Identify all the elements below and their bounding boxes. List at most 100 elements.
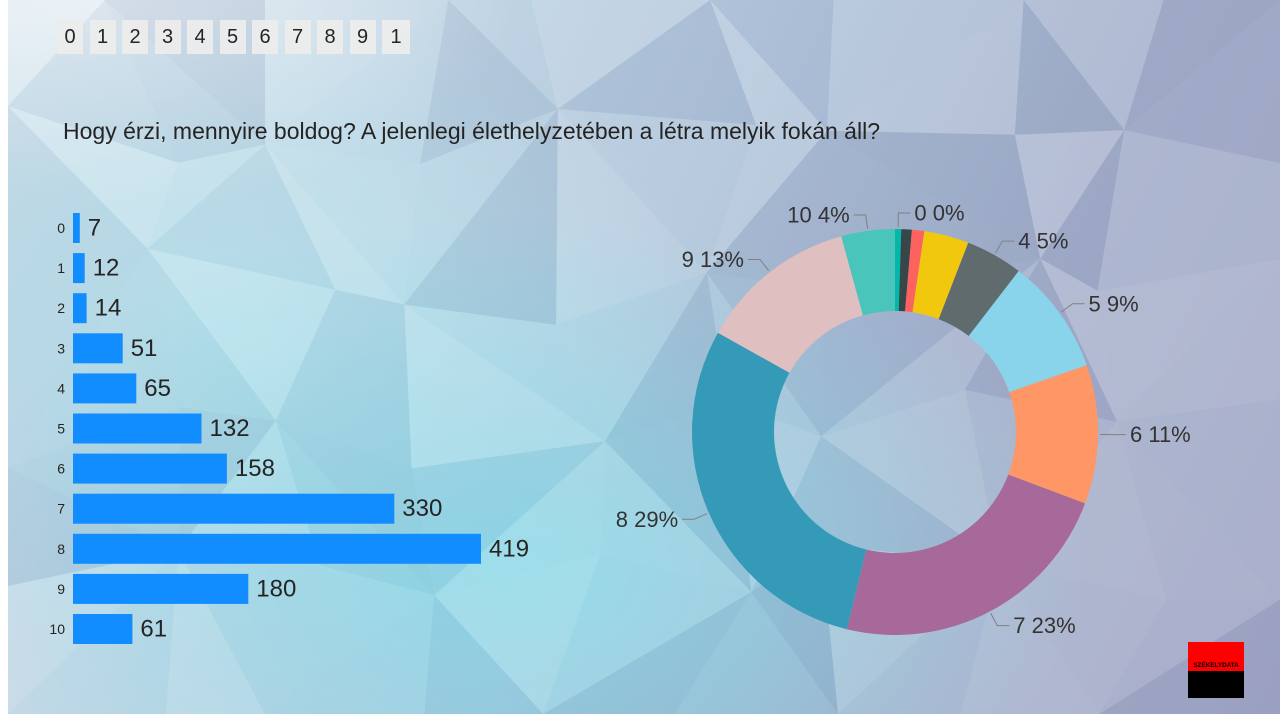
background-facet [1097,130,1280,291]
donut-leader-line [682,513,708,520]
background-facet [265,144,421,305]
background-facet [1117,259,1280,422]
background-facet [543,592,752,714]
background-facet [827,0,1024,131]
background-facet [275,289,405,421]
bar-1[interactable] [73,253,85,284]
slicer-button-1[interactable]: 1 [89,20,116,54]
background-facet [827,130,1041,259]
donut-slice-1[interactable] [898,229,912,312]
bar-9[interactable] [73,573,249,604]
bar-category-label: 2 [57,300,65,316]
background-facet [1124,0,1280,131]
background-facet [1124,0,1280,163]
bar-0[interactable] [73,213,80,243]
background-facet [434,553,601,714]
bar-3[interactable] [73,333,123,364]
background-facet [1117,399,1280,600]
bar-category-label: 7 [57,501,65,517]
bar-value-label: 61 [140,616,167,643]
logo-text: SZÉKELYDATA [1193,662,1239,669]
background-facet [821,389,1000,563]
background-facet [706,124,827,273]
background-facet [434,441,606,596]
question-title: Hogy érzi, mennyire boldog? A jelenlegi … [63,118,880,144]
donut-slice-6[interactable] [1008,365,1099,504]
bar-value-label: 158 [235,455,275,482]
donut-slice-7[interactable] [846,474,1086,636]
slicer-button-7[interactable]: 7 [284,20,311,54]
bar-5[interactable] [73,413,202,444]
bar-value-label: 132 [210,415,250,442]
bar-7[interactable] [73,493,395,524]
slicer-button-6[interactable]: 6 [252,20,278,54]
background-facet [1014,0,1125,135]
background-facet [8,106,148,301]
donut-slice-10[interactable] [841,229,895,316]
slicer-button-3[interactable]: 3 [154,20,181,54]
background-facet [147,248,336,421]
slicer-button-2[interactable]: 2 [122,20,148,54]
bar-value-label: 51 [131,335,158,362]
bar-10[interactable] [73,614,133,644]
bar-category-label: 8 [57,541,65,557]
background-facet [275,304,412,469]
background-facet [448,0,558,109]
donut-leader-line [853,214,869,229]
bar-8[interactable] [73,533,481,564]
donut-slice-3[interactable] [912,231,969,320]
rating-slicer: 0 1 2 3 4 5 6 7 8 9 1 [57,20,410,54]
donut-data-label: 4 5% [1018,229,1068,254]
background-facet [404,109,558,305]
donut-slice-4[interactable] [938,242,1019,337]
background-facet [1014,130,1125,259]
donut-data-label: 8 29% [616,507,678,532]
slicer-button-10[interactable]: 1 [382,20,410,54]
background-facet [710,0,834,131]
bar-value-label: 419 [489,535,529,562]
background-facet [424,595,544,714]
donut-leader-line [897,212,911,228]
donut-leader-line [1060,303,1085,313]
background-facet [543,553,752,714]
donut-chart: 0 0% 4 5% 5 9% 6 11% 7 23% 8 29% 9 13% 10 4% [616,201,1191,639]
slicer-button-5[interactable]: 5 [219,20,246,54]
bar-4[interactable] [73,373,137,404]
donut-leader-line [995,240,1015,254]
background-facet [600,441,752,592]
slicer-button-9[interactable]: 9 [349,20,376,54]
bar-2[interactable] [73,293,87,324]
donut-slice-5[interactable] [968,271,1087,393]
bar-6[interactable] [73,453,227,484]
slicer-button-4[interactable]: 4 [187,20,213,54]
bar-category-label: 10 [49,621,65,637]
donut-data-label: 7 23% [1013,613,1075,638]
donut-slice-2[interactable] [905,229,925,313]
logo-red-block: SZÉKELYDATA [1188,642,1244,671]
background-facet [147,144,266,249]
bar-value-label: 65 [144,375,171,402]
background-facet [8,0,178,163]
donut-leader-line [990,613,1010,627]
bar-category-label: 9 [57,581,65,597]
background-facet [706,130,827,290]
donut-data-label: 0 0% [914,201,964,226]
bar-category-label: 1 [57,260,65,276]
background-facet [1117,421,1280,600]
bar-category-label: 4 [57,380,65,396]
donut-slice-0[interactable] [895,229,902,312]
background-facet [265,144,405,305]
bar-value-label: 12 [93,255,120,282]
bar-chart: 0 7 1 12 2 14 3 51 4 65 5 132 6 158 7 330 8 419 9 180 10 61 [49,213,529,644]
bar-category-label: 5 [57,421,65,437]
donut-data-label: 6 11% [1130,422,1191,447]
donut-data-label: 9 13% [682,247,744,272]
slicer-button-8[interactable]: 8 [317,20,343,54]
donut-slice-9[interactable] [717,236,863,373]
background-facet [1040,258,1118,422]
background-facet [1097,259,1280,422]
slicer-button-0[interactable]: 0 [57,20,83,54]
donut-data-label: 10 4% [787,203,849,228]
donut-slice-8[interactable] [692,332,867,630]
